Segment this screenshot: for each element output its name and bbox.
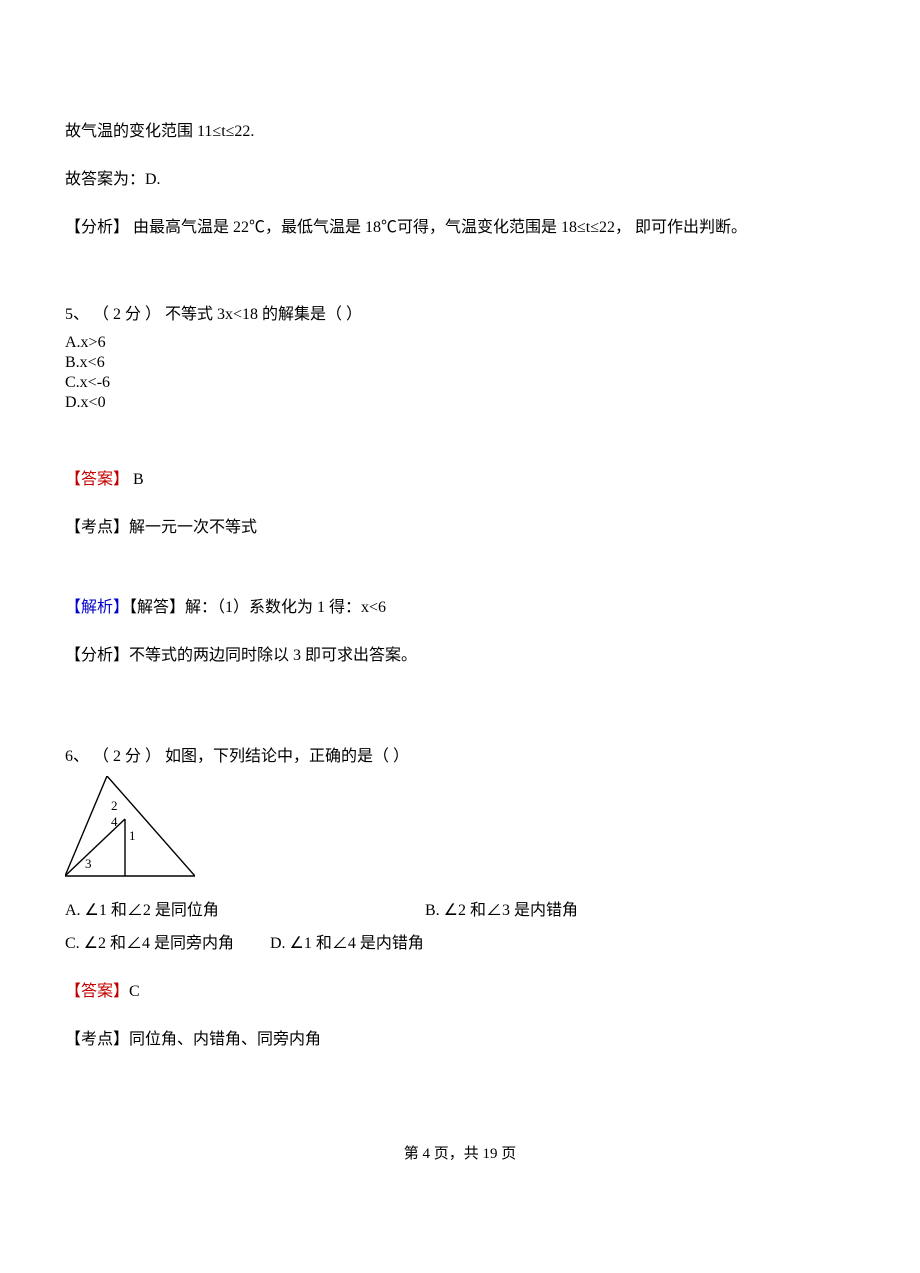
q5-option-b: B.x<6 bbox=[65, 354, 855, 372]
page-footer: 第 4 页，共 19 页 bbox=[65, 1142, 855, 1163]
q5-kaodian-text: 解一元一次不等式 bbox=[129, 519, 257, 536]
q6-answer: 【答案】C bbox=[65, 980, 855, 1004]
q6-points: （ 2 分 ） bbox=[93, 748, 161, 765]
svg-text:1: 1 bbox=[129, 828, 136, 843]
q5-kaodian: 【考点】解一元一次不等式 bbox=[65, 516, 855, 540]
q5-option-c: C.x<-6 bbox=[65, 374, 855, 392]
q6-answer-value: C bbox=[129, 983, 140, 1000]
svg-text:4: 4 bbox=[111, 814, 118, 829]
q5-answer-value: B bbox=[129, 471, 144, 488]
q5-option-a: A.x>6 bbox=[65, 334, 855, 352]
document-page: 故气温的变化范围 11≤t≤22. 故答案为：D. 【分析】 由最高气温是 22… bbox=[0, 0, 920, 1203]
q5-number: 5、 bbox=[65, 306, 89, 323]
q5-option-d: D.x<0 bbox=[65, 394, 855, 412]
q6-option-a: A. ∠1 和∠2 是同位角 bbox=[65, 896, 425, 920]
spacer bbox=[65, 436, 855, 468]
svg-text:3: 3 bbox=[85, 856, 92, 871]
q6-options-row2: C. ∠2 和∠4 是同旁内角D. ∠1 和∠4 是内错角 bbox=[65, 932, 855, 956]
q6-option-c: C. ∠2 和∠4 是同旁内角 bbox=[65, 932, 270, 956]
q5-fenxi: 【分析】不等式的两边同时除以 3 即可求出答案。 bbox=[65, 644, 855, 668]
footer-total: 19 bbox=[483, 1146, 498, 1162]
jiexi-label: 【解析】 bbox=[65, 599, 129, 616]
q6-option-d: D. ∠1 和∠4 是内错角 bbox=[270, 935, 424, 952]
q6-header: 6、 （ 2 分 ） 如图，下列结论中，正确的是（ ） bbox=[65, 742, 855, 766]
q5-options: A.x>6 B.x<6 C.x<-6 D.x<0 bbox=[65, 334, 855, 412]
svg-text:2: 2 bbox=[111, 798, 118, 813]
prev-solution-line-2: 故答案为：D. bbox=[65, 168, 855, 192]
q6-stem: 如图，下列结论中，正确的是（ ） bbox=[161, 748, 409, 765]
triangle-diagram: 12 3 4 bbox=[65, 776, 195, 878]
footer-mid: 页，共 bbox=[430, 1146, 483, 1162]
q5-fenxi-text: 不等式的两边同时除以 3 即可求出答案。 bbox=[129, 647, 417, 664]
q6-option-b: B. ∠2 和∠3 是内错角 bbox=[425, 902, 578, 919]
q5-points: （ 2 分 ） bbox=[93, 306, 161, 323]
q6-figure: 12 3 4 bbox=[65, 776, 855, 878]
footer-suf: 页 bbox=[498, 1146, 517, 1162]
kaodian-label: 【考点】 bbox=[65, 519, 129, 536]
analysis-label: 【分析】 bbox=[65, 219, 129, 236]
q6-number: 6、 bbox=[65, 748, 89, 765]
q6-kaodian: 【考点】同位角、内错角、同旁内角 bbox=[65, 1028, 855, 1052]
answer-label: 【答案】 bbox=[65, 983, 129, 1000]
fenxi-label: 【分析】 bbox=[65, 647, 129, 664]
spacer bbox=[65, 564, 855, 596]
analysis-text: 由最高气温是 22℃，最低气温是 18℃可得，气温变化范围是 18≤t≤22， … bbox=[129, 219, 747, 236]
q5-jiexi: 【解析】【解答】解：（1）系数化为 1 得：x<6 bbox=[65, 596, 855, 620]
prev-analysis: 【分析】 由最高气温是 22℃，最低气温是 18℃可得，气温变化范围是 18≤t… bbox=[65, 216, 855, 240]
q5-jieda-text: 解：（1）系数化为 1 得：x<6 bbox=[185, 599, 386, 616]
q5-stem: 不等式 3x<18 的解集是（ ） bbox=[161, 306, 362, 323]
footer-pre: 第 bbox=[404, 1146, 423, 1162]
q5-header: 5、 （ 2 分 ） 不等式 3x<18 的解集是（ ） bbox=[65, 264, 855, 324]
prev-solution-line-1: 故气温的变化范围 11≤t≤22. bbox=[65, 120, 855, 144]
jieda-label: 【解答】 bbox=[129, 599, 185, 616]
spacer bbox=[65, 692, 855, 742]
kaodian-label: 【考点】 bbox=[65, 1031, 129, 1048]
answer-label: 【答案】 bbox=[65, 471, 129, 488]
footer-page: 4 bbox=[422, 1146, 430, 1162]
q6-kaodian-text: 同位角、内错角、同旁内角 bbox=[129, 1031, 321, 1048]
q6-options-row1: A. ∠1 和∠2 是同位角B. ∠2 和∠3 是内错角 bbox=[65, 896, 855, 920]
q5-answer: 【答案】 B bbox=[65, 468, 855, 492]
